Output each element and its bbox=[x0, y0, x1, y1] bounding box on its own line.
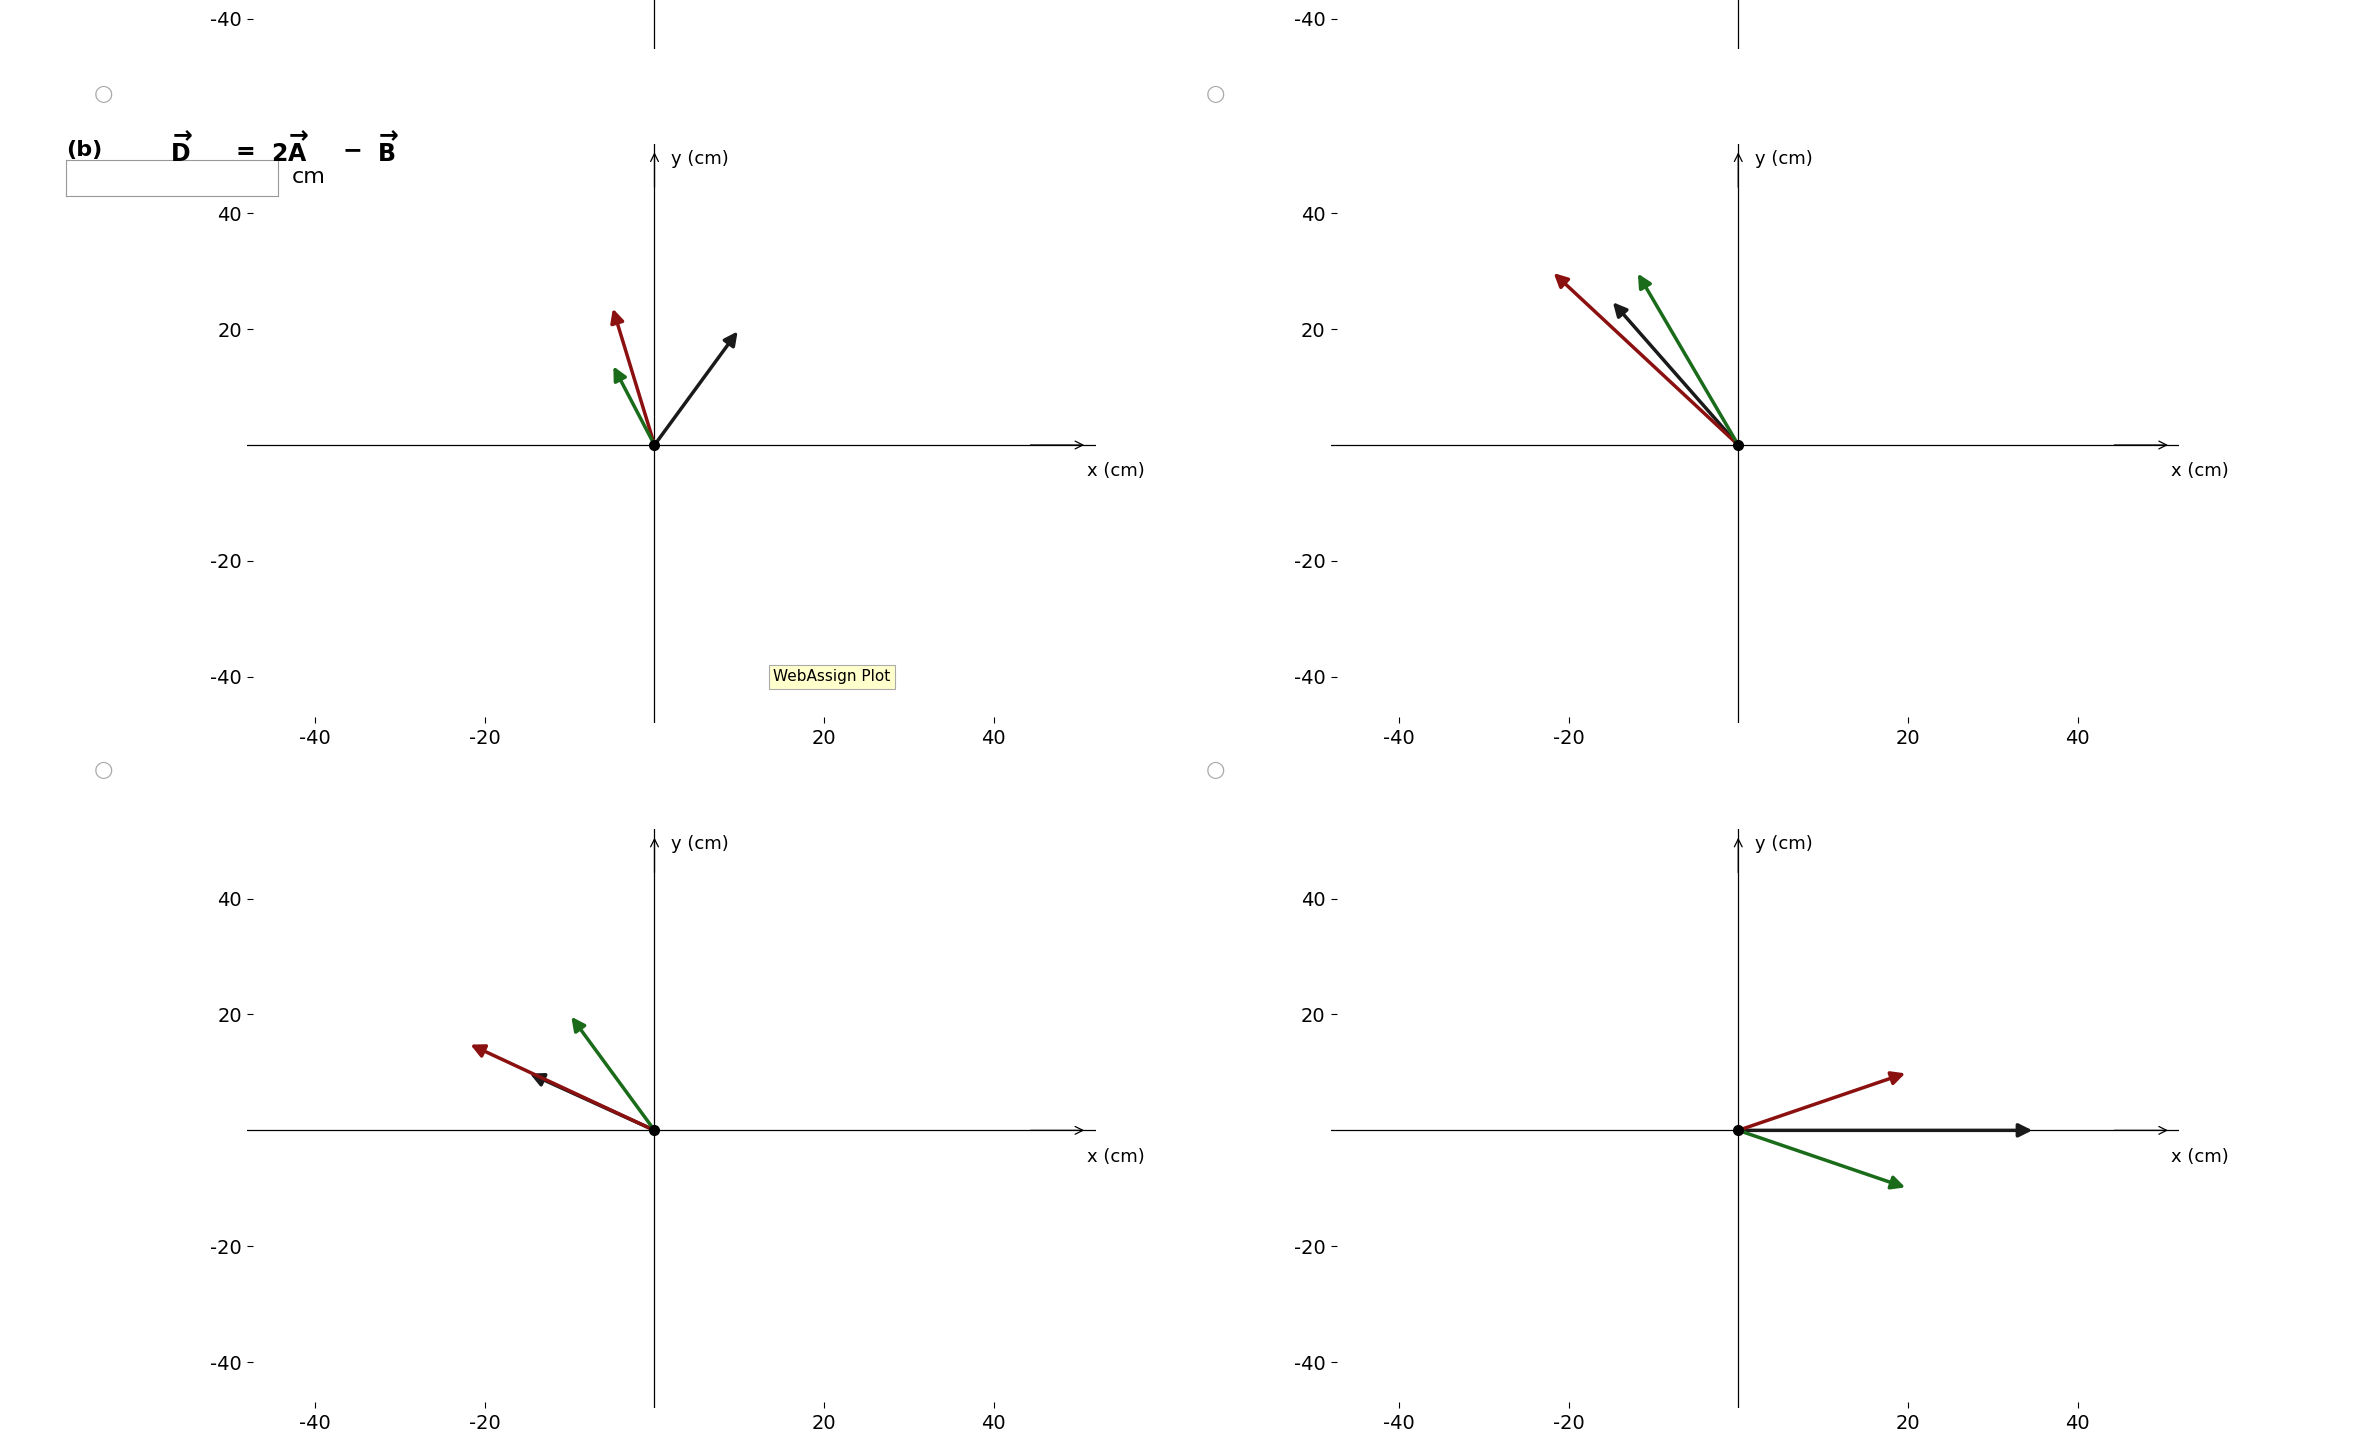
Text: x (cm): x (cm) bbox=[2170, 1147, 2229, 1166]
Text: ○: ○ bbox=[1206, 759, 1225, 780]
Text: $\mathbf{\overrightarrow{D}}$: $\mathbf{\overrightarrow{D}}$ bbox=[170, 132, 193, 167]
Text: (b): (b) bbox=[66, 139, 101, 160]
Text: x (cm): x (cm) bbox=[2170, 462, 2229, 481]
Text: $\mathbf{2\overrightarrow{A}}$: $\mathbf{2\overrightarrow{A}}$ bbox=[271, 132, 309, 167]
Text: y (cm): y (cm) bbox=[1755, 835, 1814, 852]
Text: cm: cm bbox=[292, 167, 325, 187]
Text: $\mathbf{-}$: $\mathbf{-}$ bbox=[342, 138, 360, 161]
Text: WebAssign Plot: WebAssign Plot bbox=[773, 669, 891, 684]
Text: y (cm): y (cm) bbox=[671, 150, 730, 167]
Text: x (cm): x (cm) bbox=[1086, 462, 1145, 481]
Text: $\mathbf{\overrightarrow{B}}$: $\mathbf{\overrightarrow{B}}$ bbox=[377, 132, 398, 167]
Text: $\mathbf{=}$: $\mathbf{=}$ bbox=[231, 138, 254, 161]
Text: ○: ○ bbox=[94, 759, 113, 780]
Text: ○: ○ bbox=[1206, 84, 1225, 105]
Text: x (cm): x (cm) bbox=[1086, 1147, 1145, 1166]
Text: y (cm): y (cm) bbox=[671, 835, 730, 852]
Text: ○: ○ bbox=[94, 84, 113, 105]
Text: y (cm): y (cm) bbox=[1755, 150, 1814, 167]
